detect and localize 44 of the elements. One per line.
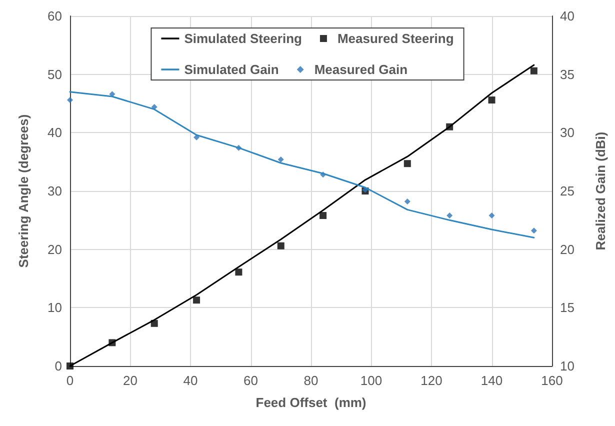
y-tick-label: 40 <box>48 125 62 140</box>
x-tick-label: 60 <box>244 373 258 388</box>
y2-tick-label: 15 <box>560 300 574 316</box>
y-tick-label: 50 <box>48 66 62 82</box>
point <box>404 160 411 168</box>
x-tick-label: 0 <box>66 373 74 388</box>
legend-label: Measured Steering <box>337 31 454 46</box>
x-tick-label: 20 <box>123 373 138 388</box>
legend-label: Measured Gain <box>314 62 408 77</box>
y2-axis-title: Realized Gain (dBi) <box>593 132 608 250</box>
y-tick-label: 10 <box>48 300 62 316</box>
x-tick-label: 80 <box>304 373 318 388</box>
y-tick-label: 20 <box>48 242 62 257</box>
point <box>193 296 200 304</box>
y2-tick-label: 10 <box>560 358 574 374</box>
point <box>67 97 73 103</box>
point <box>404 198 410 204</box>
y-axis-title: Steering Angle (degrees) <box>16 114 31 268</box>
y2-tick-label: 40 <box>560 8 574 24</box>
y2-tick-label: 20 <box>560 242 574 257</box>
y2-tick-label: 25 <box>560 184 574 198</box>
y-tick-label: 0 <box>54 358 62 374</box>
point <box>277 242 284 250</box>
point <box>488 96 496 104</box>
x-tick-label: 120 <box>420 373 442 388</box>
y-tick-label: 60 <box>48 8 62 24</box>
point <box>530 67 538 74</box>
y-tick-label: 30 <box>48 184 62 198</box>
x-tick-label: 160 <box>541 373 563 388</box>
legend-label: Simulated Gain <box>184 62 279 77</box>
point <box>320 212 327 219</box>
line-series <box>69 91 535 238</box>
point <box>446 212 453 218</box>
point <box>530 228 537 234</box>
x-tick-label: 100 <box>360 373 382 388</box>
y2-tick-label: 35 <box>560 66 574 82</box>
point <box>488 212 495 218</box>
point <box>235 268 242 276</box>
x-axis-title: Feed Offset (mm) <box>256 395 366 410</box>
point <box>278 156 284 162</box>
legend-label: Simulated Steering <box>184 31 302 46</box>
x-tick-label: 140 <box>480 373 503 388</box>
y2-tick-label: 30 <box>560 125 574 140</box>
x-tick-label: 40 <box>183 373 198 388</box>
